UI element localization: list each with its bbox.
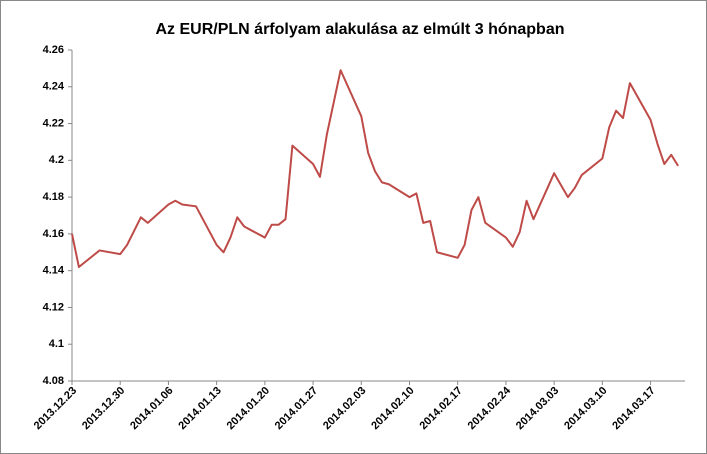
chart-title: Az EUR/PLN árfolyam alakulása az elmúlt … bbox=[156, 21, 565, 38]
y-tick-label: 4.14 bbox=[43, 265, 65, 277]
series-line bbox=[71, 69, 679, 268]
y-tick-label: 4.26 bbox=[43, 44, 64, 56]
y-tick-label: 4.1 bbox=[49, 338, 64, 350]
y-tick-label: 4.16 bbox=[43, 228, 64, 240]
y-tick-label: 4.2 bbox=[49, 154, 64, 166]
y-tick-label: 4.18 bbox=[43, 191, 64, 203]
y-tick-label: 4.22 bbox=[43, 117, 64, 129]
y-tick-label: 4.08 bbox=[43, 375, 64, 387]
y-tick-label: 4.24 bbox=[43, 81, 65, 93]
y-tick-label: 4.12 bbox=[43, 301, 64, 313]
